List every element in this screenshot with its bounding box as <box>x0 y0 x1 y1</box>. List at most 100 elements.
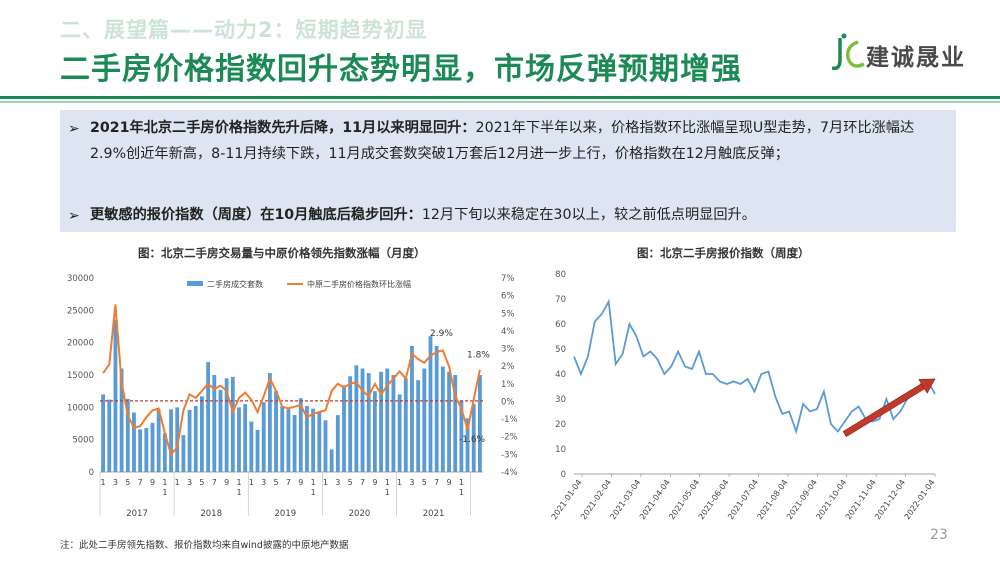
bar <box>385 368 390 472</box>
data-label-trough: -1.6% <box>459 435 486 445</box>
bar <box>125 398 130 472</box>
bar <box>193 406 198 472</box>
x-tick-label: 3 <box>113 478 118 487</box>
bar <box>329 449 334 472</box>
x-tick-label: 5 <box>274 478 279 487</box>
y-left-tick-label: 30000 <box>67 274 94 284</box>
bar <box>366 373 371 472</box>
x-tick-label: 2021-11-04 <box>844 478 878 521</box>
x-tick-label: 5 <box>422 478 427 487</box>
bar <box>311 408 316 472</box>
y-right-tick-label: 7% <box>501 274 515 284</box>
bar <box>200 396 204 472</box>
x-tick-label: 3 <box>261 478 266 487</box>
bar <box>292 415 297 472</box>
bar <box>471 404 476 472</box>
y-right-tick-label: 6% <box>501 292 515 302</box>
x-tick-label: 1 <box>101 478 106 487</box>
x-tick-label: 2021-03-04 <box>608 478 642 521</box>
y-left-tick-label: 25000 <box>67 306 94 316</box>
y-tick-label: 70 <box>555 295 566 305</box>
x-tick-label: 7 <box>138 478 143 487</box>
x-tick-label: 9 <box>372 478 377 487</box>
bar <box>440 366 445 472</box>
x-tick-label: 1 <box>397 478 402 487</box>
y-tick-label: 10 <box>555 445 566 455</box>
bar <box>162 433 167 472</box>
bar <box>348 376 353 472</box>
trend-arrow <box>842 378 936 437</box>
bar <box>410 345 414 472</box>
x-tick-label: 2021-04-04 <box>638 478 672 521</box>
bar <box>218 389 223 472</box>
y-left-tick-label: 20000 <box>67 339 94 349</box>
x-tick-label: 5 <box>348 478 353 487</box>
legend-line-label: 中原二手房价格指数环比涨幅 <box>307 279 411 289</box>
x-tick-label: 1 <box>249 478 254 487</box>
bar <box>187 409 192 472</box>
header-rule-accent <box>0 101 1000 103</box>
summary-bullet-2-text: 12月下旬以来稳定在30以上，较之前低点明显回升。 <box>421 207 756 223</box>
bullet-marker: ➢ <box>68 121 80 137</box>
data-label-latest: 1.8% <box>467 350 490 360</box>
bar <box>119 368 124 472</box>
bar <box>267 373 272 472</box>
year-label: 2019 <box>275 509 297 519</box>
x-tick-label: 2021-05-04 <box>667 478 701 521</box>
quote-index-line <box>573 298 936 435</box>
y-right-tick-label: -4% <box>501 468 518 478</box>
y-right-tick-label: 2% <box>501 362 515 372</box>
y-tick-label: 60 <box>555 320 566 330</box>
x-tick-label: 2022-01-04 <box>903 478 937 521</box>
bar <box>335 415 340 472</box>
x-tick-label: 5 <box>199 478 204 487</box>
bar <box>298 398 303 472</box>
section-kicker: 二、展望篇——动力2：短期趋势初显 <box>60 18 428 42</box>
bar <box>237 407 241 472</box>
bar <box>212 375 217 472</box>
bar <box>434 345 439 472</box>
x-tick-label: 3 <box>187 478 192 487</box>
x-tick-label: 2021-10-04 <box>814 478 848 521</box>
x-tick-label: 2021-12-04 <box>873 478 907 521</box>
bar <box>169 409 173 472</box>
bar <box>132 412 136 472</box>
bar <box>379 371 383 472</box>
bar <box>360 368 365 472</box>
bar <box>354 365 359 472</box>
bar <box>477 375 482 472</box>
x-tick-label: 1 <box>175 478 180 487</box>
summary-bullet-1-heading: 2021年北京二手房价格指数先升后降，11月以来明显回升： <box>90 120 476 136</box>
x-tick-label: 7 <box>212 478 217 487</box>
y-right-tick-label: -2% <box>501 433 518 443</box>
logo-mark-icon <box>832 33 865 71</box>
legend-bar-swatch <box>187 281 203 286</box>
x-tick-label: 2021-01-04 <box>550 478 584 521</box>
y-tick-label: 50 <box>555 345 566 355</box>
bar <box>144 428 149 472</box>
y-right-tick-label: 4% <box>501 327 515 337</box>
bar <box>261 402 266 472</box>
y-tick-label: 20 <box>555 420 566 430</box>
bar <box>317 411 322 472</box>
y-tick-label: 80 <box>555 270 566 280</box>
year-label: 2017 <box>126 509 148 519</box>
y-left-tick-label: 10000 <box>67 403 94 413</box>
y-right-tick-label: 3% <box>501 345 515 355</box>
bar <box>397 394 402 472</box>
bar <box>416 380 421 472</box>
x-tick-label: 5 <box>125 478 130 487</box>
bar <box>175 407 180 472</box>
bar <box>459 400 464 472</box>
bar <box>447 371 451 472</box>
bar <box>181 435 186 472</box>
y-right-tick-label: 0% <box>501 397 515 407</box>
y-tick-label: 40 <box>555 370 566 380</box>
x-tick-label: 3 <box>409 478 414 487</box>
bar <box>274 391 278 472</box>
bar <box>101 394 106 472</box>
